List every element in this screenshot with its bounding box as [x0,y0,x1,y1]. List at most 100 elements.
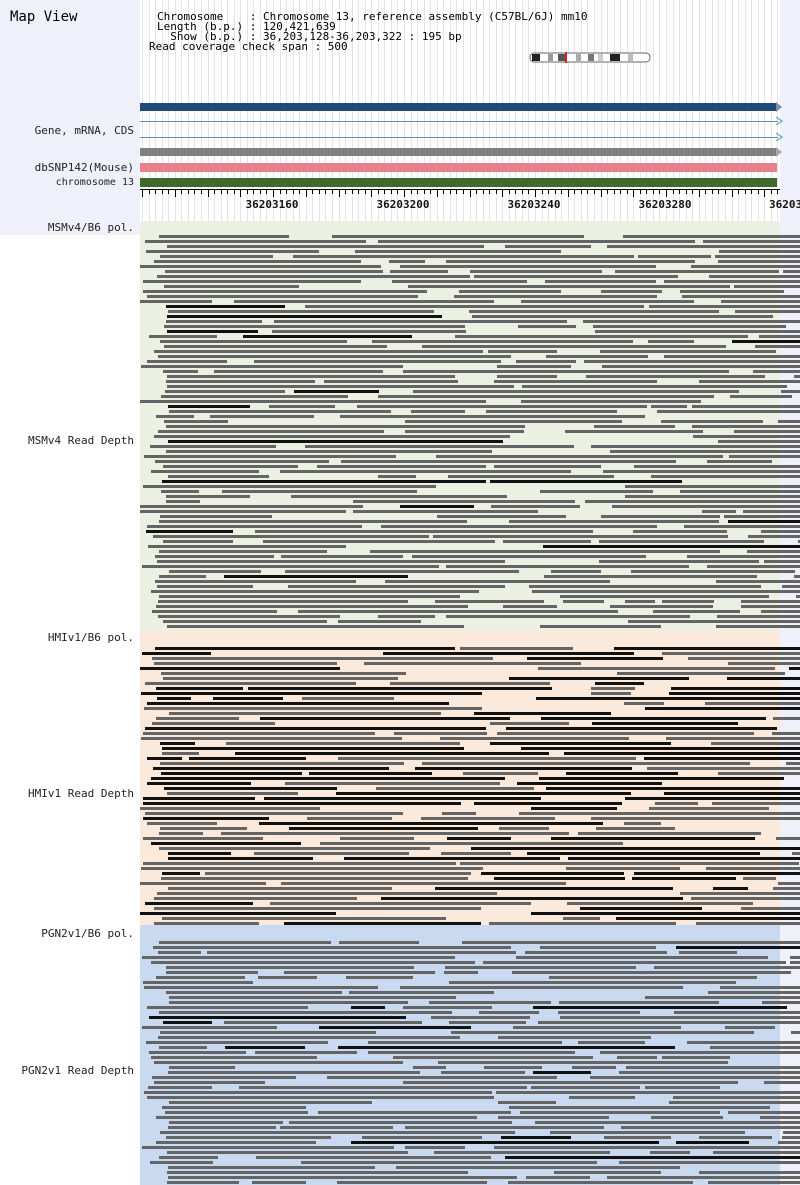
read-bar[interactable] [156,976,245,979]
read-bar[interactable] [155,555,274,558]
read-bar[interactable] [619,1071,800,1074]
read-bar[interactable] [653,610,740,613]
read-bar[interactable] [558,1011,640,1014]
read-bar[interactable] [460,862,799,865]
read-bar[interactable] [151,470,259,473]
read-bar[interactable] [259,822,603,825]
read-bar[interactable] [727,677,800,680]
read-bar[interactable] [715,255,800,258]
read-bar[interactable] [435,887,673,890]
read-bar[interactable] [521,747,800,750]
read-bar[interactable] [509,1106,770,1109]
read-bar[interactable] [569,1096,635,1099]
read-bar[interactable] [707,565,800,568]
read-bar[interactable] [721,300,800,303]
read-bar[interactable] [163,620,327,623]
read-bar[interactable] [150,445,276,448]
read-bar[interactable] [676,1141,749,1144]
read-bar[interactable] [776,837,800,840]
read-bar[interactable] [140,882,266,885]
read-bar[interactable] [729,455,800,458]
read-bar[interactable] [213,697,283,700]
read-bar[interactable] [143,485,436,488]
read-bar[interactable] [617,1056,657,1059]
read-bar[interactable] [157,275,470,278]
read-bar[interactable] [340,837,414,840]
read-bar[interactable] [161,772,302,775]
read-bar[interactable] [790,956,800,959]
read-bar[interactable] [392,280,527,283]
read-bar[interactable] [269,405,335,408]
read-bar[interactable] [142,652,211,655]
read-bar[interactable] [761,610,800,613]
read-bar[interactable] [625,797,800,800]
read-bar[interactable] [441,852,511,855]
read-bar[interactable] [158,951,201,954]
read-bar[interactable] [789,667,800,670]
read-bar[interactable] [403,1081,738,1084]
read-bar[interactable] [264,797,541,800]
read-bar[interactable] [684,525,800,528]
read-bar[interactable] [157,892,497,895]
read-bar[interactable] [551,570,601,573]
read-bar[interactable] [680,490,800,493]
read-bar[interactable] [664,280,800,283]
read-bar[interactable] [716,580,800,583]
read-bar[interactable] [319,1026,471,1029]
read-bar[interactable] [792,852,800,855]
read-bar[interactable] [783,1131,800,1134]
read-bar[interactable] [225,1046,305,1049]
read-bar[interactable] [471,847,800,850]
read-bar[interactable] [389,260,425,263]
read-bar[interactable] [603,470,800,473]
read-bar[interactable] [298,610,618,613]
read-bar[interactable] [327,1076,557,1079]
read-bar[interactable] [585,500,800,503]
read-bar[interactable] [147,525,362,528]
read-bar[interactable] [601,515,720,518]
read-bar[interactable] [400,505,474,508]
read-bar[interactable] [156,1141,316,1144]
read-bar[interactable] [470,270,602,273]
read-bar[interactable] [691,897,800,900]
read-bar[interactable] [167,625,464,628]
read-bar[interactable] [163,370,198,373]
read-bar[interactable] [568,857,800,860]
read-bar[interactable] [214,370,383,373]
read-bar[interactable] [169,712,441,715]
read-bar[interactable] [221,832,569,835]
read-bar[interactable] [140,912,336,915]
read-bar[interactable] [748,535,800,538]
read-bar[interactable] [610,605,713,608]
read-bar[interactable] [760,1116,800,1119]
read-bar[interactable] [141,365,403,368]
read-bar[interactable] [773,717,800,720]
read-bar[interactable] [393,1056,593,1059]
read-bar[interactable] [147,1006,308,1009]
read-bar[interactable] [156,1116,477,1119]
read-bar[interactable] [680,290,784,293]
read-bar[interactable] [429,1001,551,1004]
read-bar[interactable] [156,717,239,720]
read-bar[interactable] [687,1041,800,1044]
read-bar[interactable] [446,615,690,618]
read-bar[interactable] [168,440,503,443]
read-bar[interactable] [168,1176,517,1179]
read-bar[interactable] [338,620,421,623]
read-bar[interactable] [168,857,313,860]
read-bar[interactable] [431,1016,530,1019]
read-bar[interactable] [166,320,262,323]
read-bar[interactable] [448,475,614,478]
read-bar[interactable] [274,320,567,323]
read-bar[interactable] [153,946,511,949]
read-bar[interactable] [497,365,571,368]
read-bar[interactable] [662,1056,730,1059]
read-bar[interactable] [762,1001,800,1004]
read-bar[interactable] [141,737,402,740]
read-bar[interactable] [755,345,800,348]
read-bar[interactable] [565,430,703,433]
read-bar[interactable] [612,505,800,508]
read-bar[interactable] [307,817,392,820]
read-bar[interactable] [794,375,800,378]
read-bar[interactable] [351,1141,659,1144]
